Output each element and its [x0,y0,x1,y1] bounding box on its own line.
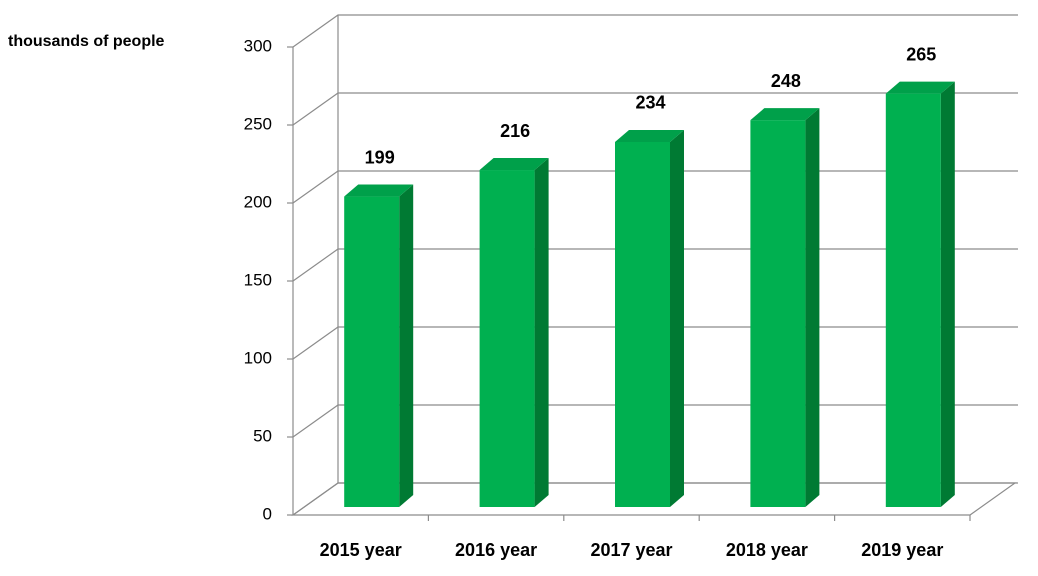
y-tick-label: 200 [244,192,272,211]
y-tick-label: 250 [244,114,272,133]
y-tick-label: 300 [244,36,272,55]
axis-label: thousands of people [8,33,165,50]
bar-top [344,184,414,197]
grid-line [292,14,1018,48]
y-tick-label: 150 [244,270,272,289]
bar-top [615,129,684,142]
value-label: 265 [906,44,936,64]
x-tick-label: 2017 year [590,540,672,560]
y-tick-label: 50 [253,426,272,445]
value-label: 199 [365,147,395,167]
value-label: 248 [771,71,801,91]
bar-side [399,184,414,507]
x-tick-label: 2018 year [726,540,808,560]
bar [615,141,670,507]
bar-side [670,129,684,507]
y-tick-label: 100 [244,348,272,367]
bar-top [750,108,820,121]
grid-line [292,92,1018,126]
bar [885,93,941,507]
bar [344,196,400,507]
x-tick-label: 2019 year [861,540,943,560]
y-tick-label: 0 [263,504,272,523]
value-label: 216 [500,121,530,141]
bar [479,170,535,508]
bar-top [885,81,955,94]
bar-side [940,81,955,507]
bar-side [534,158,549,508]
x-tick-label: 2016 year [455,540,537,560]
bar [750,120,806,508]
bar-side [805,108,820,508]
value-label: 234 [635,93,665,113]
bar-top [479,158,549,171]
x-tick-label: 2015 year [320,540,402,560]
